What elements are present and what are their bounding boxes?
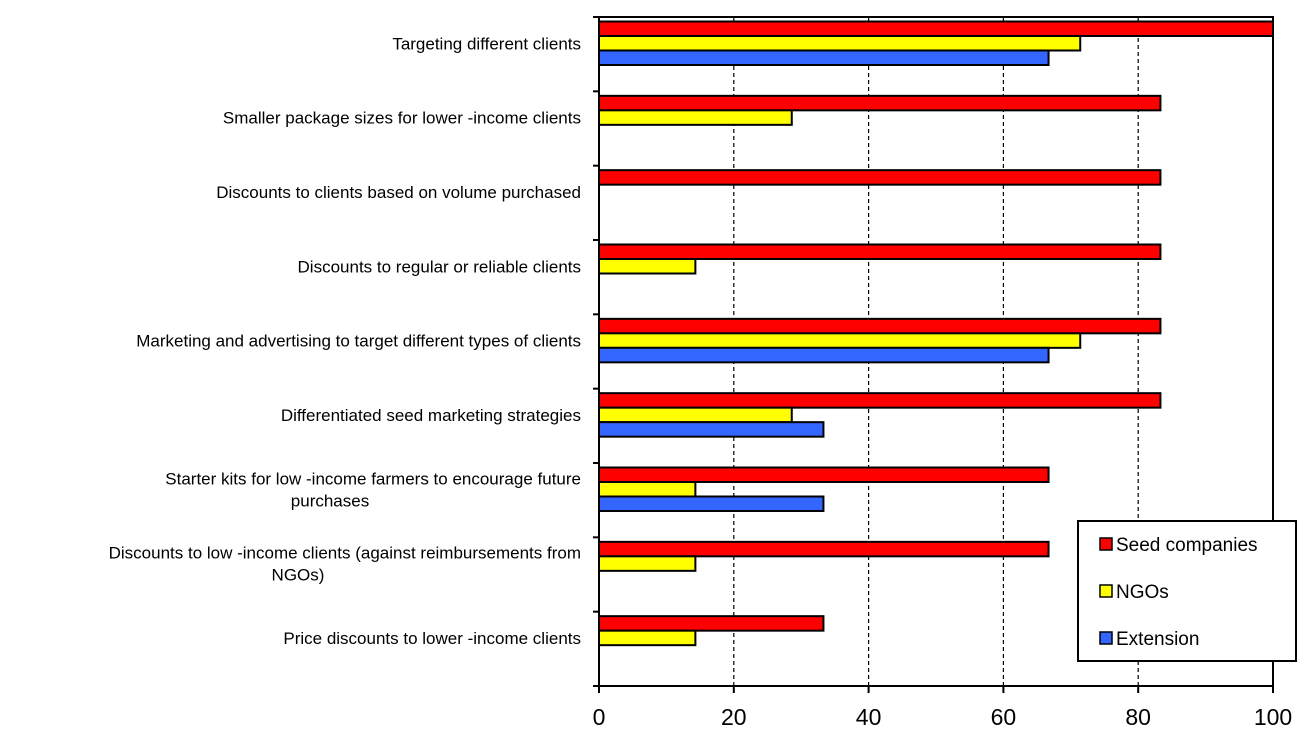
category-label: Discounts to clients based on volume pur…: [216, 183, 581, 202]
category-label: Starter kits for low -income farmers to …: [165, 469, 581, 488]
legend-swatch-ngos: [1099, 584, 1113, 598]
legend-label: Extension: [1116, 629, 1199, 650]
bar-extension-6: [598, 495, 825, 512]
x-tick-label: 0: [593, 704, 606, 730]
category-label: Discounts to low -income clients (agains…: [109, 544, 581, 563]
bar-extension-4: [598, 346, 1050, 364]
bar-seed-companies-1: [598, 94, 1162, 112]
x-tick-labels: 0 20 40 60 80 100: [593, 704, 1293, 730]
legend: Seed companies NGOs Extension: [1077, 520, 1297, 662]
category-label: Targeting different clients: [392, 34, 581, 53]
bar-ngos-8: [598, 629, 697, 647]
legend-swatch-extension: [1099, 631, 1113, 645]
bar-seed-companies-2: [598, 169, 1162, 186]
category-label: Discounts to regular or reliable clients: [298, 257, 581, 276]
category-label: Differentiated seed marketing strategies: [281, 406, 581, 425]
bar-seed-companies-3: [598, 243, 1162, 260]
bar-seed-companies-4: [598, 317, 1162, 335]
plot-frame: [598, 16, 1274, 687]
bar-ngos-0: [598, 35, 1082, 52]
bar-seed-companies-5: [598, 392, 1162, 409]
legend-swatch-seed-companies: [1099, 537, 1113, 551]
bar-ngos-4: [598, 332, 1082, 349]
axes: [593, 16, 1274, 693]
legend-label: Seed companies: [1116, 535, 1258, 556]
category-label: Smaller package sizes for lower -income …: [223, 109, 581, 128]
x-tick-label: 100: [1254, 704, 1292, 730]
bar-seed-companies-8: [598, 615, 825, 632]
x-tick-label: 60: [991, 704, 1017, 730]
bar-extension-5: [598, 421, 825, 438]
category-label: Marketing and advertising to target diff…: [136, 332, 581, 351]
bar-ngos-6: [598, 481, 697, 498]
bar-seed-companies-6: [598, 466, 1050, 483]
bar-ngos-1: [598, 109, 793, 126]
x-tick-label: 40: [856, 704, 882, 730]
bar-extension-0: [598, 49, 1050, 66]
bar-ngos-3: [598, 258, 697, 275]
category-labels: Targeting different clients Smaller packa…: [109, 34, 581, 648]
category-label: purchases: [291, 491, 369, 510]
bar-ngos-7: [598, 555, 697, 572]
legend-box: [1077, 520, 1297, 662]
bar-seed-companies-7: [598, 540, 1050, 558]
bar-seed-companies-0: [598, 20, 1274, 37]
legend-label: NGOs: [1116, 582, 1169, 603]
category-label: Price discounts to lower -income clients: [283, 629, 581, 648]
x-tick-label: 80: [1125, 704, 1151, 730]
bar-ngos-5: [598, 406, 793, 424]
x-tick-label: 20: [721, 704, 747, 730]
category-label: NGOs): [272, 566, 325, 585]
